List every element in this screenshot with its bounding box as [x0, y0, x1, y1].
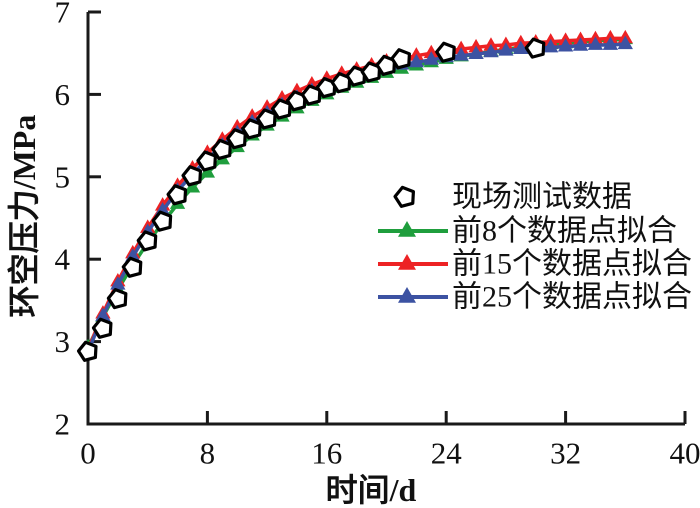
x-tick-label: 24 [431, 436, 463, 471]
data-point-pentagon [435, 41, 456, 63]
legend-triangle-marker [398, 254, 416, 270]
data-point-pentagon [256, 108, 277, 130]
data-point-pentagon [390, 48, 411, 70]
x-tick-label: 0 [80, 436, 96, 471]
data-point-pentagon [136, 230, 158, 252]
y-axis-title: 环空压力/MPa [6, 115, 42, 318]
data-point-pentagon [121, 256, 143, 278]
triangle-marker-前25个数据点拟合 [513, 40, 529, 55]
y-tick-label: 4 [55, 242, 71, 277]
triangle-marker-前25个数据点拟合 [408, 53, 424, 68]
y-tick-label: 6 [55, 77, 71, 112]
y-tick-label: 2 [55, 407, 71, 442]
data-point-pentagon [151, 210, 173, 232]
triangle-marker-前25个数据点拟合 [617, 35, 633, 50]
legend-triangle-marker [398, 287, 416, 303]
legend-triangle-marker [398, 221, 416, 237]
legend-label-fit-1: 前8个数据点拟合 [452, 215, 677, 248]
y-tick-label: 5 [55, 159, 71, 194]
data-point-pentagon [181, 165, 203, 187]
data-point-pentagon [106, 287, 128, 310]
triangle-marker-前8个数据点拟合 [184, 179, 201, 193]
data-point-pentagon [226, 128, 247, 150]
triangle-marker-前25个数据点拟合 [468, 45, 484, 59]
y-tick-label: 3 [55, 324, 71, 359]
legend-label-fit-2: 前15个数据点拟合 [452, 248, 692, 281]
legend-label-fit-3: 前25个数据点拟合 [452, 281, 692, 314]
data-point-pentagon [524, 37, 546, 59]
triangle-marker-前25个数据点拟合 [543, 38, 559, 53]
x-axis-title: 时间/d [326, 472, 417, 508]
triangle-marker-前8个数据点拟合 [199, 164, 216, 178]
data-point-pentagon [166, 184, 188, 206]
data-point-pentagon [211, 138, 232, 161]
x-tick-label: 8 [200, 436, 216, 471]
data-point-pentagon [241, 118, 262, 140]
triangle-marker-前25个数据点拟合 [95, 307, 111, 321]
data-point-pentagon [91, 317, 113, 339]
triangle-marker-前25个数据点拟合 [423, 51, 439, 65]
triangle-marker-前25个数据点拟合 [483, 43, 499, 58]
legend-pentagon-marker [393, 185, 415, 208]
y-tick-label: 7 [55, 0, 71, 30]
legend-label-field-data: 现场测试数据 [452, 181, 632, 214]
triangle-marker-前25个数据点拟合 [557, 38, 574, 52]
x-tick-label: 40 [670, 436, 700, 471]
triangle-marker-前25个数据点拟合 [453, 47, 469, 61]
data-point-pentagon [196, 150, 217, 172]
triangle-marker-前25个数据点拟合 [572, 37, 589, 51]
x-tick-label: 32 [550, 436, 581, 471]
triangle-marker-前25个数据点拟合 [602, 36, 619, 50]
x-tick-label: 16 [311, 436, 342, 471]
triangle-marker-前25个数据点拟合 [587, 36, 604, 50]
data-point-pentagon [76, 340, 98, 362]
triangle-marker-前25个数据点拟合 [498, 42, 514, 56]
triangle-marker-前25个数据点拟合 [110, 276, 126, 290]
